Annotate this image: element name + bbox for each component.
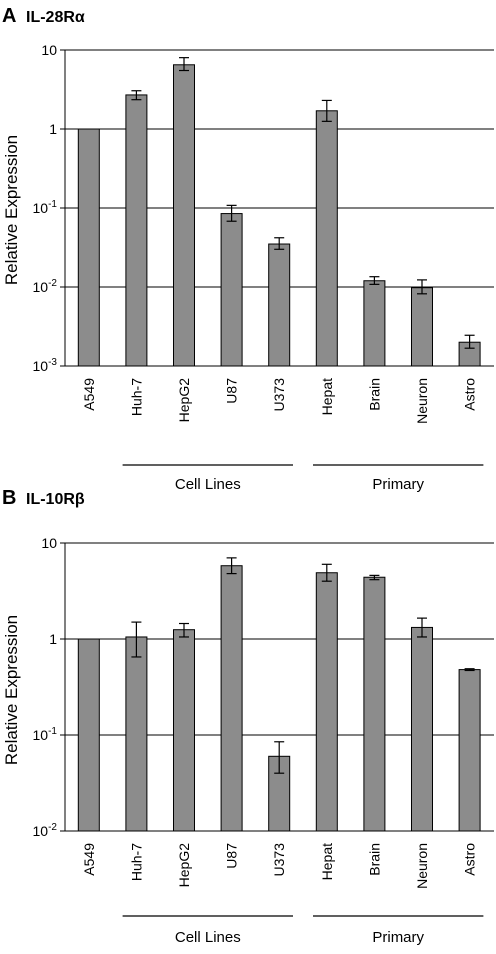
group-label: Primary	[372, 476, 424, 493]
y-tick-label-base: 10	[33, 200, 49, 216]
bar-u87	[220, 213, 243, 367]
category-label: Brain	[366, 843, 382, 876]
y-tick-label: 10-2	[33, 822, 58, 839]
bar-neuron	[411, 287, 433, 367]
category-label: U87	[224, 843, 240, 869]
category-label: Huh-7	[128, 378, 144, 416]
y-tick-label-base: 10	[33, 823, 49, 839]
panel-a: A IL-28Rα Relative Expression 10-310-210…	[2, 5, 494, 493]
bar-astro	[458, 669, 481, 832]
y-tick-label: 10-1	[33, 726, 58, 743]
panel-b-axes	[64, 543, 494, 832]
bar-u373	[268, 243, 291, 367]
bar-hepg2	[173, 629, 195, 832]
bar-huh-7	[125, 94, 148, 367]
bar-a549	[77, 128, 100, 367]
category-label: U87	[224, 378, 240, 404]
panel-b: B IL-10Rβ Relative Expression 10-210-111…	[2, 487, 494, 946]
group-label: Cell Lines	[175, 929, 241, 946]
bar-hepat	[315, 572, 338, 832]
panel-a-groups: Cell Lines Primary	[122, 464, 484, 493]
bar-huh-7	[125, 636, 148, 832]
y-tick-label: 10	[41, 535, 57, 551]
y-tick-label-base: 10	[41, 42, 57, 58]
panel-b-letter: B	[2, 487, 16, 509]
category-label: Huh-7	[128, 843, 144, 881]
category-label: U373	[271, 378, 287, 412]
category-label: A549	[81, 378, 97, 411]
panel-b-title: IL-10Rβ	[26, 491, 85, 508]
category-label: Brain	[366, 378, 382, 411]
bar-brain	[363, 280, 386, 367]
panel-a-title: IL-28Rα	[26, 9, 85, 26]
panel-b-category-labels: A549 Huh-7 HepG2 U87 U373 Hepat Brain Neuron Ast…	[81, 843, 478, 889]
category-label: Astro	[462, 378, 478, 411]
y-tick-label-exponent: -2	[48, 822, 57, 833]
panel-a-bars	[77, 64, 481, 367]
panel-b-groups: Cell Lines Primary	[122, 915, 484, 946]
y-tick-label: 10-3	[33, 357, 58, 374]
y-tick-label-base: 10	[33, 358, 49, 374]
group-label: Primary	[372, 929, 424, 946]
bar-a549	[77, 638, 100, 832]
bar-hepat	[315, 110, 338, 367]
bar-neuron	[411, 626, 433, 832]
group-label: Cell Lines	[175, 476, 241, 493]
category-label: HepG2	[176, 843, 192, 888]
bar-brain	[363, 576, 386, 832]
category-label: Astro	[462, 843, 478, 876]
panel-a-error-bars	[131, 57, 475, 349]
y-tick-label-base: 10	[33, 727, 49, 743]
y-tick-label: 10-2	[33, 278, 58, 295]
category-label: HepG2	[176, 378, 192, 423]
category-label: Hepat	[319, 843, 335, 880]
y-tick-label: 1	[49, 121, 57, 137]
category-label: A549	[81, 843, 97, 876]
panel-a-y-axis-label: Relative Expression	[2, 135, 21, 285]
y-tick-label-base: 1	[49, 631, 57, 647]
category-label: Neuron	[414, 378, 430, 424]
panel-b-bars	[77, 565, 481, 832]
y-tick-label-exponent: -1	[48, 726, 57, 737]
category-label: U373	[271, 843, 287, 877]
y-tick-label-exponent: -3	[48, 357, 57, 368]
category-label: Neuron	[414, 843, 430, 889]
y-tick-label-base: 10	[41, 535, 57, 551]
y-tick-label: 10-1	[33, 199, 58, 216]
panel-b-y-axis-label: Relative Expression	[2, 615, 21, 765]
panel-a-letter: A	[2, 5, 16, 27]
category-label: Hepat	[319, 378, 335, 415]
y-tick-label-base: 10	[33, 279, 49, 295]
panel-b-error-bars	[131, 557, 475, 774]
y-tick-label: 10	[41, 42, 57, 58]
y-tick-label-exponent: -1	[48, 199, 57, 210]
bar-hepg2	[173, 64, 195, 367]
panel-a-category-labels: A549 Huh-7 HepG2 U87 U373 Hepat Brain Neuron Ast…	[81, 378, 478, 424]
y-tick-label-exponent: -2	[48, 278, 57, 289]
y-tick-label-base: 1	[49, 121, 57, 137]
bar-u87	[220, 565, 243, 832]
y-tick-label: 1	[49, 631, 57, 647]
